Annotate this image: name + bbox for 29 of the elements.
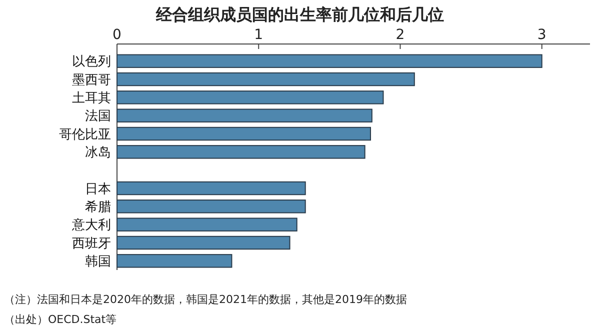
y-tick-label: 意大利 <box>71 218 111 234</box>
x-tick-label: 0 <box>112 27 122 43</box>
y-tick-label: 墨西哥 <box>72 72 111 88</box>
bar <box>116 72 415 86</box>
bar <box>116 126 371 141</box>
x-tick-label: 2 <box>396 27 405 43</box>
y-tick-label: 韩国 <box>85 254 111 270</box>
bar <box>116 145 366 159</box>
x-tick-label: 3 <box>537 27 546 43</box>
bar <box>116 254 232 268</box>
bar <box>116 54 542 68</box>
bar <box>116 90 384 104</box>
y-tick-label: 希腊 <box>85 200 111 215</box>
x-tick-label: 1 <box>254 27 264 43</box>
bar <box>116 218 298 232</box>
y-tick-label: 土耳其 <box>72 90 111 106</box>
bar <box>116 181 306 196</box>
y-tick-label: 日本 <box>85 182 111 197</box>
text: （出处）OECD.Stat等 <box>4 313 117 326</box>
chart-title: 经合组织成员国的出生率前几位和后几位 <box>155 5 444 24</box>
y-tick-label: 冰岛 <box>85 145 111 160</box>
y-tick-label: 西班牙 <box>72 236 111 252</box>
bar <box>116 200 306 214</box>
text: （注）法国和日本是2020年的数据，韩国是2021年的数据，其他是2019年的数据 <box>4 293 407 306</box>
bar <box>116 108 372 122</box>
bar <box>116 236 290 250</box>
y-tick-label: 哥伦比亚 <box>59 127 111 142</box>
y-tick-label: 法国 <box>85 109 111 124</box>
y-tick-label: 以色列 <box>72 54 111 70</box>
